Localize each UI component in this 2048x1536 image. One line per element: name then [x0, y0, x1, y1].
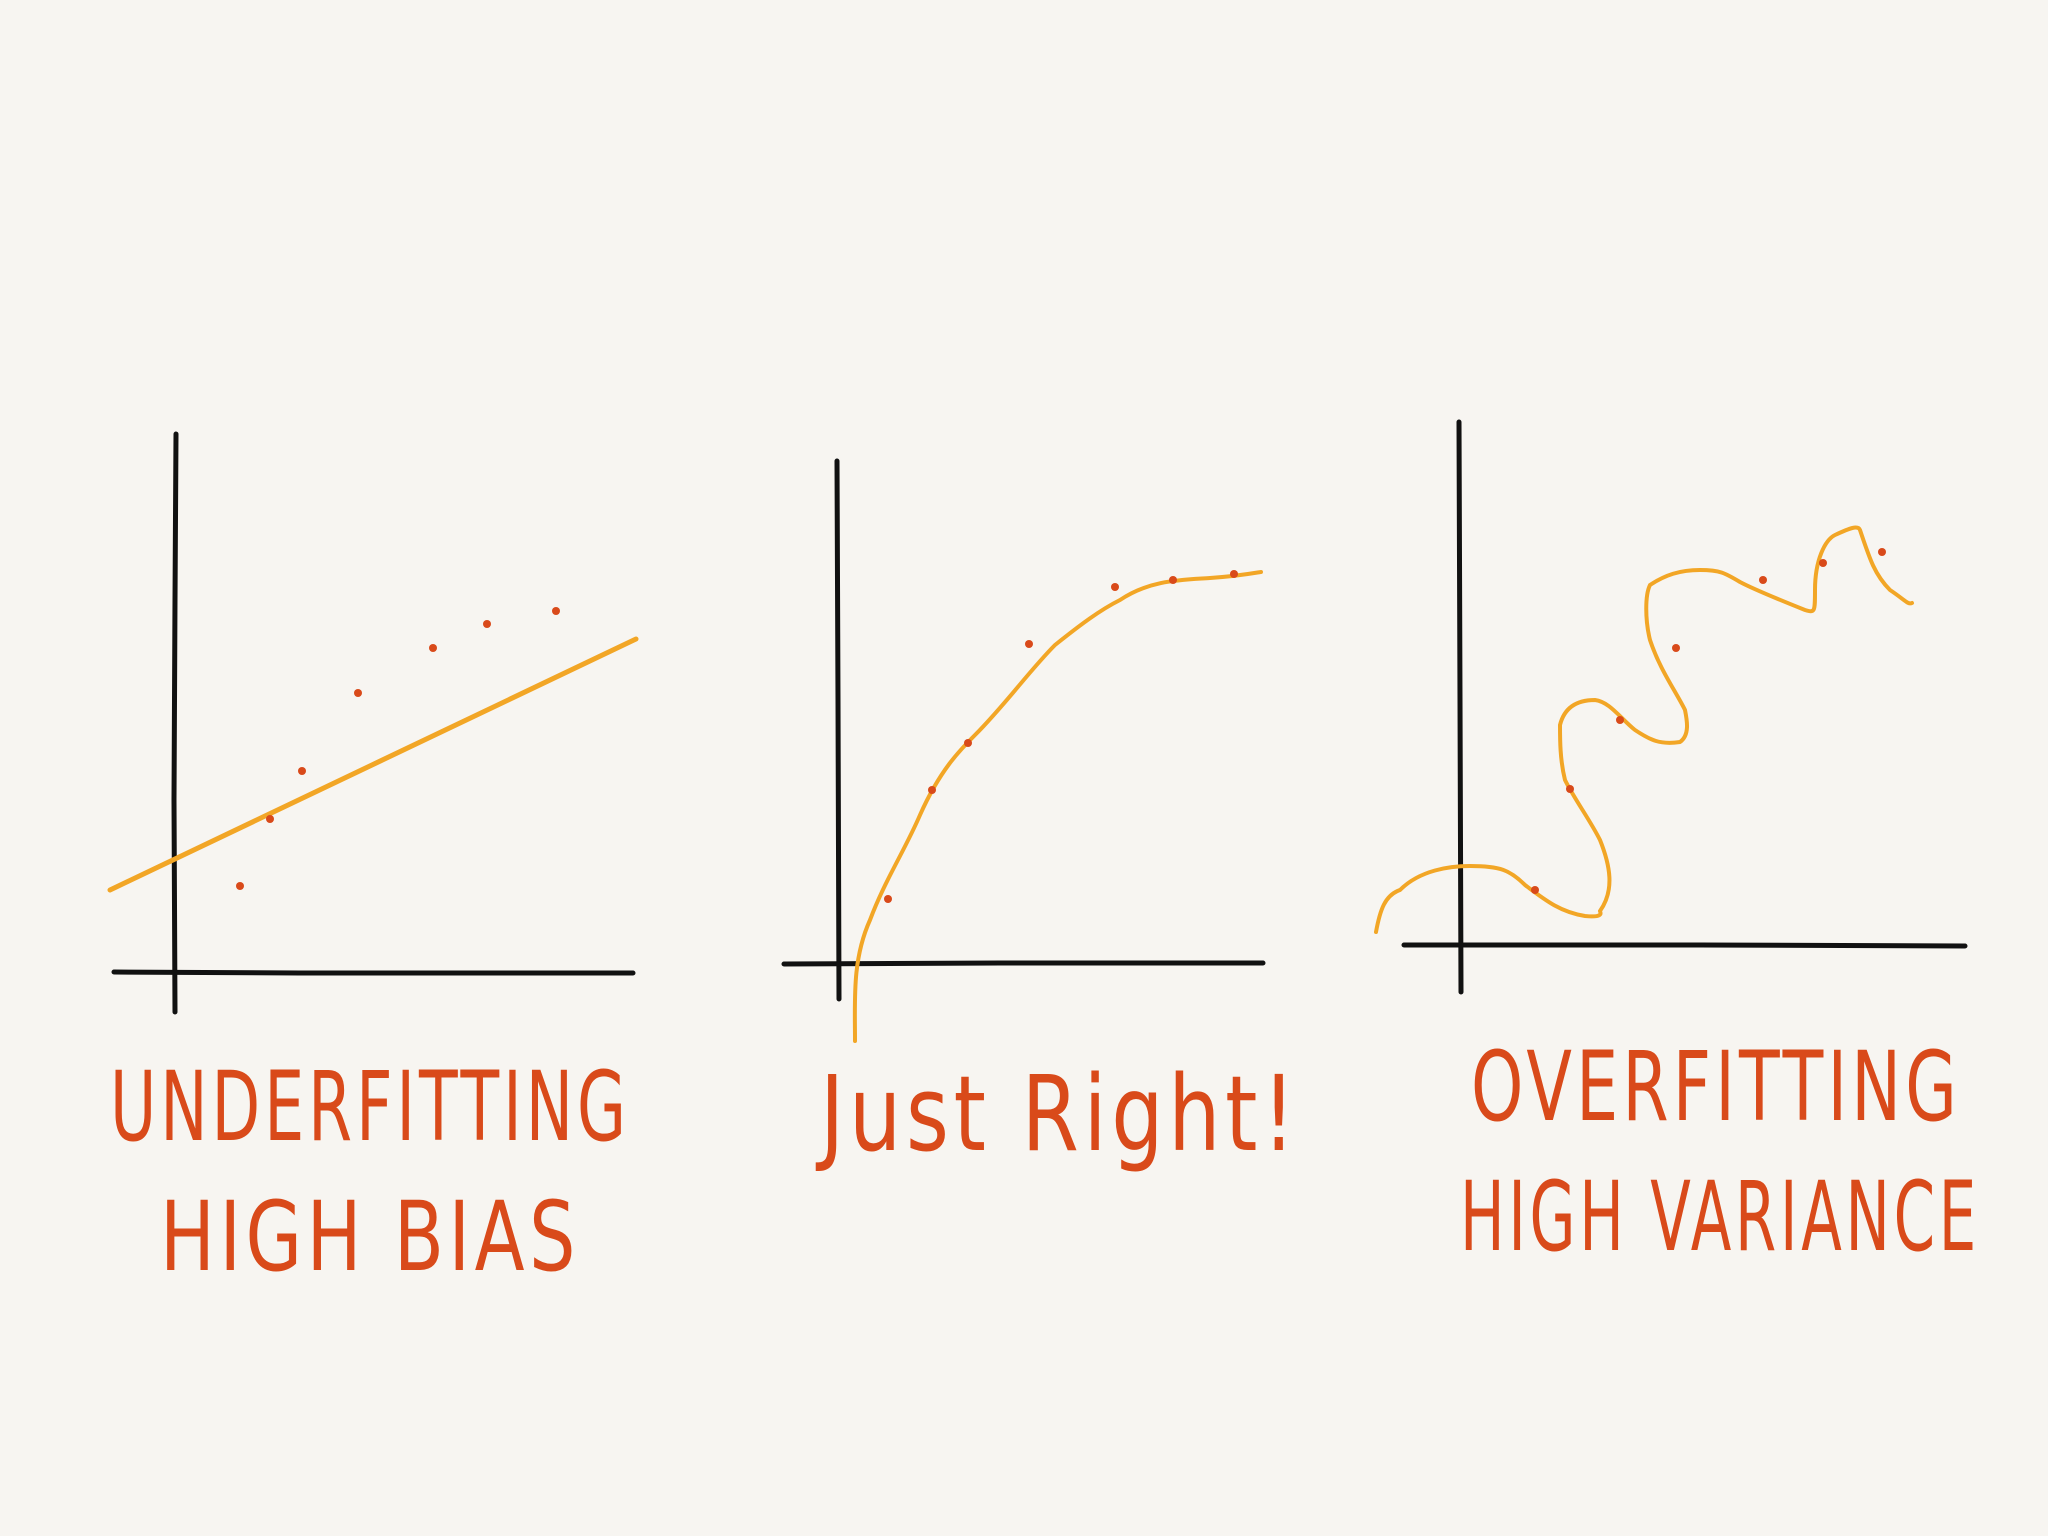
- data-point: [1111, 583, 1119, 591]
- data-point: [884, 895, 892, 903]
- data-point: [1878, 548, 1886, 556]
- data-points: [884, 570, 1238, 903]
- data-point: [1616, 716, 1624, 724]
- data-point: [483, 620, 491, 628]
- data-point: [1169, 576, 1177, 584]
- data-point: [266, 815, 274, 823]
- data-point: [1759, 576, 1767, 584]
- linear-fit-line: [107, 636, 639, 893]
- y-axis: [171, 431, 179, 1015]
- data-point: [354, 689, 362, 697]
- data-point: [928, 786, 936, 794]
- panel-just-right: Just Right!: [781, 458, 1300, 1175]
- y-axis: [834, 458, 842, 1002]
- wiggly-fit-curve: [1374, 525, 1914, 934]
- data-point: [1531, 886, 1539, 894]
- caption-high-bias: HIGH BIAS: [160, 1181, 580, 1293]
- data-points: [1531, 548, 1886, 894]
- x-axis: [1401, 942, 1968, 949]
- caption-just-right: Just Right!: [815, 1053, 1300, 1175]
- data-point: [1230, 570, 1238, 578]
- data-points: [236, 607, 560, 890]
- panel-underfitting: UNDERFITTING HIGH BIAS: [107, 431, 639, 1293]
- caption-underfitting: UNDERFITTING: [110, 1051, 630, 1163]
- panel-overfitting: OVERFITTING HIGH VARIANCE: [1374, 419, 1980, 1273]
- data-point: [236, 882, 244, 890]
- smooth-fit-curve: [852, 570, 1263, 1043]
- data-point: [1819, 559, 1827, 567]
- caption-high-variance: HIGH VARIANCE: [1460, 1161, 1980, 1273]
- caption-overfitting: OVERFITTING: [1471, 1031, 1961, 1143]
- data-point: [1672, 644, 1680, 652]
- data-point: [298, 767, 306, 775]
- y-axis: [1456, 419, 1464, 995]
- x-axis: [111, 969, 636, 976]
- data-point: [1025, 640, 1033, 648]
- data-point: [964, 739, 972, 747]
- data-point: [552, 607, 560, 615]
- data-point: [1566, 785, 1574, 793]
- data-point: [429, 644, 437, 652]
